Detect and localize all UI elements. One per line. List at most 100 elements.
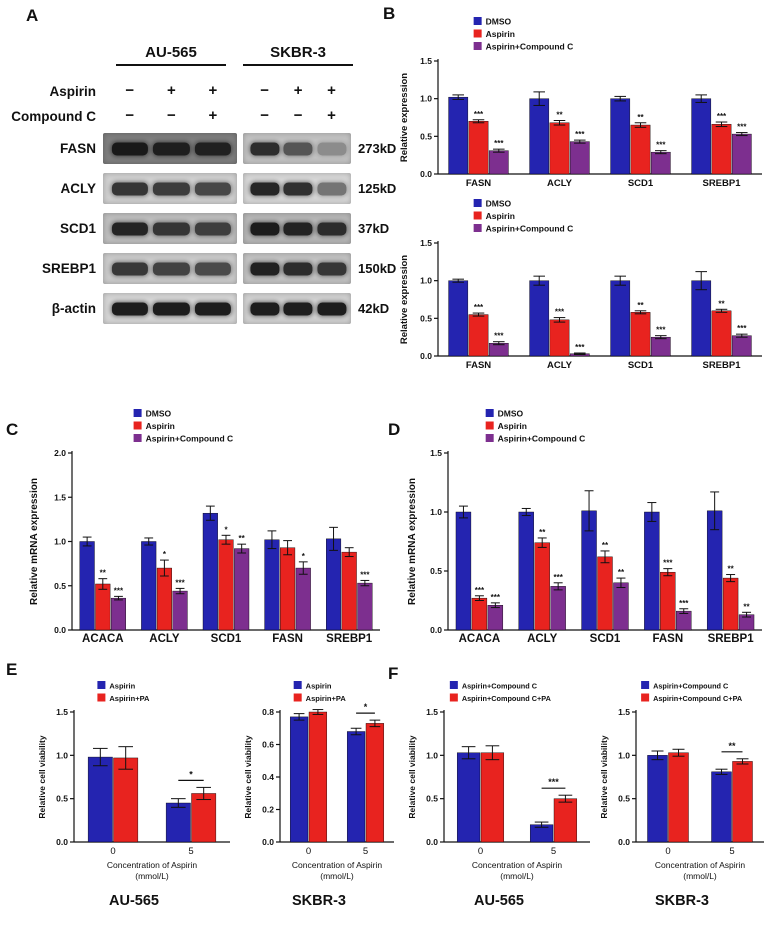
svg-text:0: 0: [306, 846, 311, 857]
svg-text:Aspirin: Aspirin: [146, 421, 175, 431]
svg-text:SCD1: SCD1: [211, 633, 242, 645]
svg-text:Concentration of Aspirin: Concentration of Aspirin: [472, 860, 563, 870]
svg-text:Aspirin: Aspirin: [498, 421, 527, 431]
svg-text:0.0: 0.0: [430, 625, 442, 635]
svg-text:0.2: 0.2: [262, 805, 274, 815]
treatment-label: Aspirin: [49, 84, 96, 99]
protein-band: [153, 142, 190, 155]
svg-text:ACACA: ACACA: [82, 633, 124, 645]
svg-text:5: 5: [363, 846, 368, 857]
svg-text:0.5: 0.5: [430, 566, 442, 576]
cell-line-header-skbr3: SKBR-3: [243, 44, 353, 66]
protein-band: [111, 182, 148, 195]
svg-text:***: ***: [474, 110, 484, 119]
svg-text:**: **: [100, 569, 107, 578]
treatment-sign: +: [208, 82, 218, 99]
cell-line-title-f-skbr3: SKBR-3: [655, 893, 709, 909]
svg-text:(mmol/L): (mmol/L): [500, 871, 534, 881]
protein-band: [316, 222, 347, 235]
svg-text:ACLY: ACLY: [149, 633, 180, 645]
svg-text:Relative cell viability: Relative cell viability: [407, 735, 417, 818]
chart-viability-compoundc-au565: 0.0 0.5 1.0 1.5 Relative cell viability 0 5 Con…: [407, 681, 590, 881]
svg-text:**: **: [743, 602, 750, 611]
protein-band: [316, 302, 347, 315]
svg-text:***: ***: [555, 308, 565, 317]
svg-text:ACLY: ACLY: [547, 360, 573, 371]
molecular-weight-label: 273kD: [358, 141, 397, 156]
gel-lane-au565: [103, 293, 237, 324]
protein-band: [111, 222, 148, 235]
svg-text:Aspirin+Compound C: Aspirin+Compound C: [498, 434, 586, 444]
svg-text:5: 5: [188, 846, 193, 857]
treatment-sign: +: [293, 82, 303, 99]
gel-lane-skbr3: [243, 213, 351, 244]
svg-text:1.0: 1.0: [618, 750, 630, 760]
svg-text:2.0: 2.0: [54, 448, 66, 458]
svg-text:Aspirin+Compound C+PA: Aspirin+Compound C+PA: [462, 694, 552, 703]
svg-text:0.0: 0.0: [426, 837, 438, 847]
svg-text:0.6: 0.6: [262, 740, 274, 750]
svg-text:SREBP1: SREBP1: [708, 633, 755, 645]
svg-text:SREBP1: SREBP1: [326, 633, 373, 645]
svg-text:Relative expression: Relative expression: [399, 73, 410, 162]
panel-label-b: B: [383, 4, 396, 23]
treatment-label: Compound C: [11, 109, 96, 124]
gel-lane-skbr3: [243, 293, 351, 324]
treatment-sign: −: [166, 107, 176, 124]
panel-label-a: A: [26, 6, 39, 25]
protein-label: β-actin: [51, 301, 96, 316]
svg-text:SREBP1: SREBP1: [702, 178, 741, 189]
svg-text:***: ***: [575, 343, 585, 352]
svg-text:1.0: 1.0: [420, 94, 432, 104]
svg-text:***: ***: [494, 139, 504, 148]
svg-text:ACLY: ACLY: [527, 633, 558, 645]
svg-text:***: ***: [553, 573, 563, 582]
svg-text:0.0: 0.0: [54, 625, 66, 635]
protein-band: [194, 142, 231, 155]
chart-protein-expression-au565: 0.0 0.5 1.0 1.5 Relative expression *** *** FAS…: [399, 17, 762, 189]
svg-text:Relative mRNA expression: Relative mRNA expression: [29, 478, 40, 605]
gel-lane-au565: [103, 253, 237, 284]
svg-text:***: ***: [491, 593, 501, 602]
protein-band: [194, 182, 231, 195]
svg-text:0.0: 0.0: [420, 169, 432, 179]
svg-text:Concentration of Aspirin: Concentration of Aspirin: [292, 860, 383, 870]
gel-lane-skbr3: [243, 173, 351, 204]
svg-text:**: **: [727, 565, 734, 574]
svg-text:Relative expression: Relative expression: [399, 255, 410, 344]
svg-text:1.0: 1.0: [420, 276, 432, 286]
molecular-weight-label: 42kD: [358, 301, 390, 316]
protein-band: [111, 142, 148, 155]
treatment-sign: +: [327, 107, 336, 124]
svg-text:Aspirin+Compound C: Aspirin+Compound C: [486, 224, 574, 234]
treatment-sign: −: [125, 107, 135, 124]
gel-lane-skbr3: [243, 133, 351, 164]
svg-text:*: *: [224, 525, 228, 534]
chart-viability-compoundc-skbr3: 0.0 0.5 1.0 1.5 Relative cell viability 0 5 Con…: [599, 681, 764, 881]
protein-band: [316, 262, 347, 275]
chart-mrna-expression-au565: 0.0 0.5 1.0 1.5 2.0 Relative mRNA expression *…: [29, 409, 380, 645]
protein-band: [283, 222, 313, 235]
svg-text:Aspirin+Compound C: Aspirin+Compound C: [653, 682, 729, 691]
svg-text:***: ***: [717, 112, 727, 121]
protein-band: [250, 262, 280, 275]
treatment-sign: +: [166, 82, 176, 99]
svg-text:DMSO: DMSO: [498, 409, 524, 419]
svg-text:0.5: 0.5: [54, 581, 66, 591]
svg-text:***: ***: [737, 324, 747, 333]
molecular-weight-label: 125kD: [358, 181, 397, 196]
svg-text:FASN: FASN: [466, 360, 491, 371]
svg-text:FASN: FASN: [466, 178, 491, 189]
svg-text:0.5: 0.5: [420, 313, 432, 323]
svg-text:**: **: [728, 741, 736, 751]
svg-text:(mmol/L): (mmol/L): [320, 871, 354, 881]
svg-text:**: **: [556, 111, 563, 120]
svg-text:(mmol/L): (mmol/L): [683, 871, 717, 881]
svg-text:0.0: 0.0: [262, 837, 274, 847]
protein-band: [194, 302, 231, 315]
svg-text:1.0: 1.0: [56, 750, 68, 760]
protein-label: SREBP1: [41, 261, 96, 276]
protein-label: SCD1: [59, 221, 96, 236]
svg-text:Relative mRNA expression: Relative mRNA expression: [407, 478, 418, 605]
